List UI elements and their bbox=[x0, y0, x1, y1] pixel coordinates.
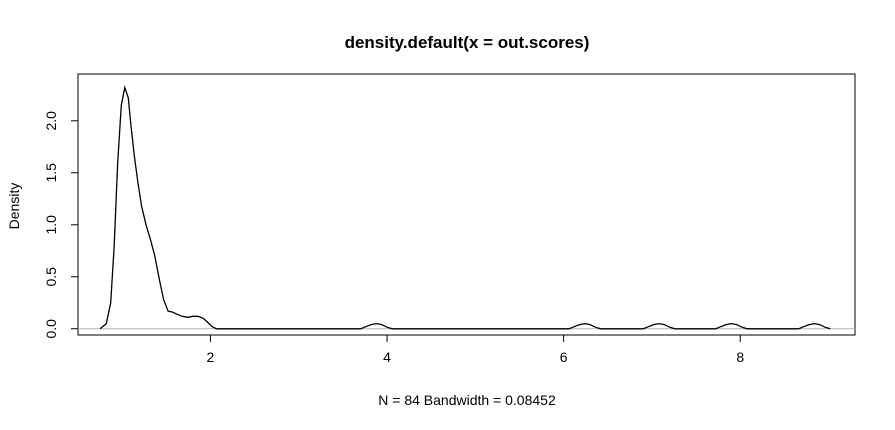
x-tick-label: 6 bbox=[560, 349, 568, 365]
y-tick-label: 1.0 bbox=[43, 215, 59, 235]
y-tick-label: 1.5 bbox=[43, 163, 59, 183]
axes: 2 4 6 8 0.0 0.5 1.0 1.5 2.0 bbox=[43, 111, 744, 365]
x-axis-label: N = 84 Bandwidth = 0.08452 bbox=[378, 392, 556, 408]
y-tick-label: 0.0 bbox=[43, 319, 59, 339]
x-tick-label: 8 bbox=[736, 349, 744, 365]
y-tick-label: 0.5 bbox=[43, 267, 59, 287]
density-curve bbox=[99, 84, 831, 330]
plot-frame bbox=[77, 73, 856, 336]
x-tick-label: 4 bbox=[383, 349, 391, 365]
y-axis-label: Density bbox=[6, 183, 22, 230]
chart-title: density.default(x = out.scores) bbox=[345, 33, 590, 52]
y-tick-label: 2.0 bbox=[43, 111, 59, 131]
x-tick-label: 2 bbox=[207, 349, 215, 365]
